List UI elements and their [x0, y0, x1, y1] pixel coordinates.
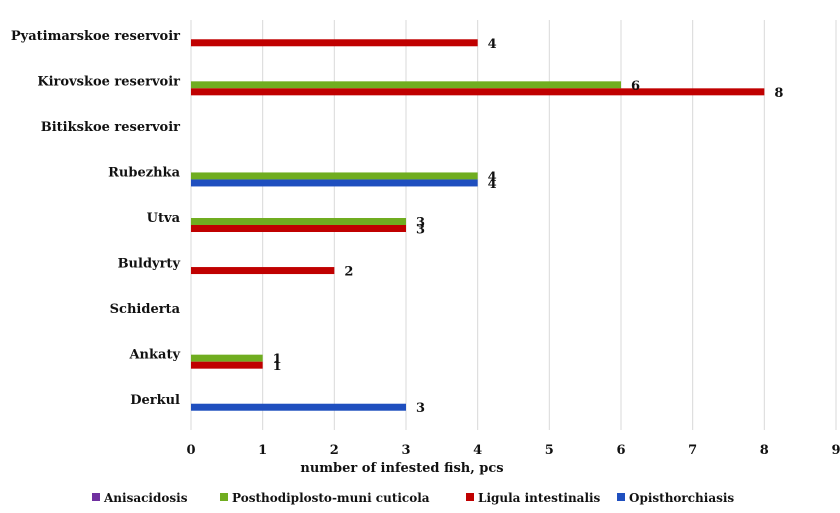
bars — [191, 39, 765, 411]
data-label-3-series-3: 4 — [488, 177, 497, 192]
x-tick-label-8: 8 — [760, 443, 769, 458]
bar-1-series-1 — [191, 81, 621, 89]
legend-label-2: Ligula intestinalis — [478, 491, 601, 505]
data-label-3-series-1: 4 — [488, 170, 497, 185]
x-tick-label-9: 9 — [831, 443, 840, 458]
x-tick-label-6: 6 — [616, 443, 625, 458]
category-label-8: Derkul — [130, 393, 180, 408]
x-tick-label-1: 1 — [258, 443, 267, 458]
bar-1-series-2 — [191, 88, 765, 96]
bar-3-series-1 — [191, 172, 478, 180]
x-tick-label-3: 3 — [401, 443, 410, 458]
category-label-2: Bitikskoe reservoir — [41, 120, 180, 135]
legend-swatch-3 — [617, 493, 625, 501]
data-label-4-series-2: 3 — [416, 223, 425, 238]
legend-label-0: Anisacidosis — [103, 491, 188, 505]
x-tick-label-7: 7 — [688, 443, 697, 458]
category-label-4: Utva — [147, 211, 181, 226]
x-tick-label-2: 2 — [330, 443, 339, 458]
category-label-0: Pyatimarskoe reservoir — [11, 29, 180, 44]
data-label-7-series-1: 1 — [273, 352, 282, 367]
data-label-1-series-2: 8 — [774, 86, 783, 101]
legend-label-3: Opisthorchiasis — [629, 491, 734, 505]
data-label-7-series-2: 1 — [273, 359, 282, 374]
legend-swatch-1 — [220, 493, 228, 501]
data-label-0-series-2: 4 — [488, 37, 497, 52]
x-axis-title: number of infested fish, pcs — [300, 461, 503, 476]
category-label-5: Buldyrty — [118, 257, 181, 272]
legend-label-1: Posthodiplosto-muni cuticola — [232, 491, 430, 505]
x-tick-labels: 0 1 2 3 4 5 6 7 8 9 — [186, 443, 840, 458]
bar-4-series-2 — [191, 225, 406, 232]
bar-8-series-3 — [191, 403, 406, 411]
bar-7-series-1 — [191, 354, 263, 362]
x-tick-label-5: 5 — [545, 443, 554, 458]
x-tick-label-4: 4 — [473, 443, 482, 458]
bar-0-series-2 — [191, 39, 478, 47]
category-label-7: Ankaty — [128, 348, 180, 363]
legend: Anisacidosis Posthodiplosto-muni cuticola… — [92, 491, 734, 505]
category-label-6: Schiderta — [110, 302, 181, 317]
data-label-4-series-1: 3 — [416, 216, 425, 231]
category-labels: Pyatimarskoe reservoir Kirovskoe reservoi… — [11, 29, 181, 408]
category-label-3: Rubezhka — [108, 165, 180, 180]
category-label-1: Kirovskoe reservoir — [37, 74, 180, 89]
bar-5-series-2 — [191, 267, 335, 275]
legend-swatch-0 — [92, 493, 100, 501]
data-label-8-series-3: 3 — [416, 401, 425, 416]
bar-3-series-3 — [191, 179, 478, 187]
bar-4-series-1 — [191, 218, 406, 225]
data-label-5-series-2: 2 — [344, 265, 353, 280]
x-tick-label-0: 0 — [186, 443, 195, 458]
data-label-1-series-1: 6 — [631, 79, 640, 94]
legend-swatch-2 — [466, 493, 474, 501]
bar-7-series-2 — [191, 361, 263, 369]
